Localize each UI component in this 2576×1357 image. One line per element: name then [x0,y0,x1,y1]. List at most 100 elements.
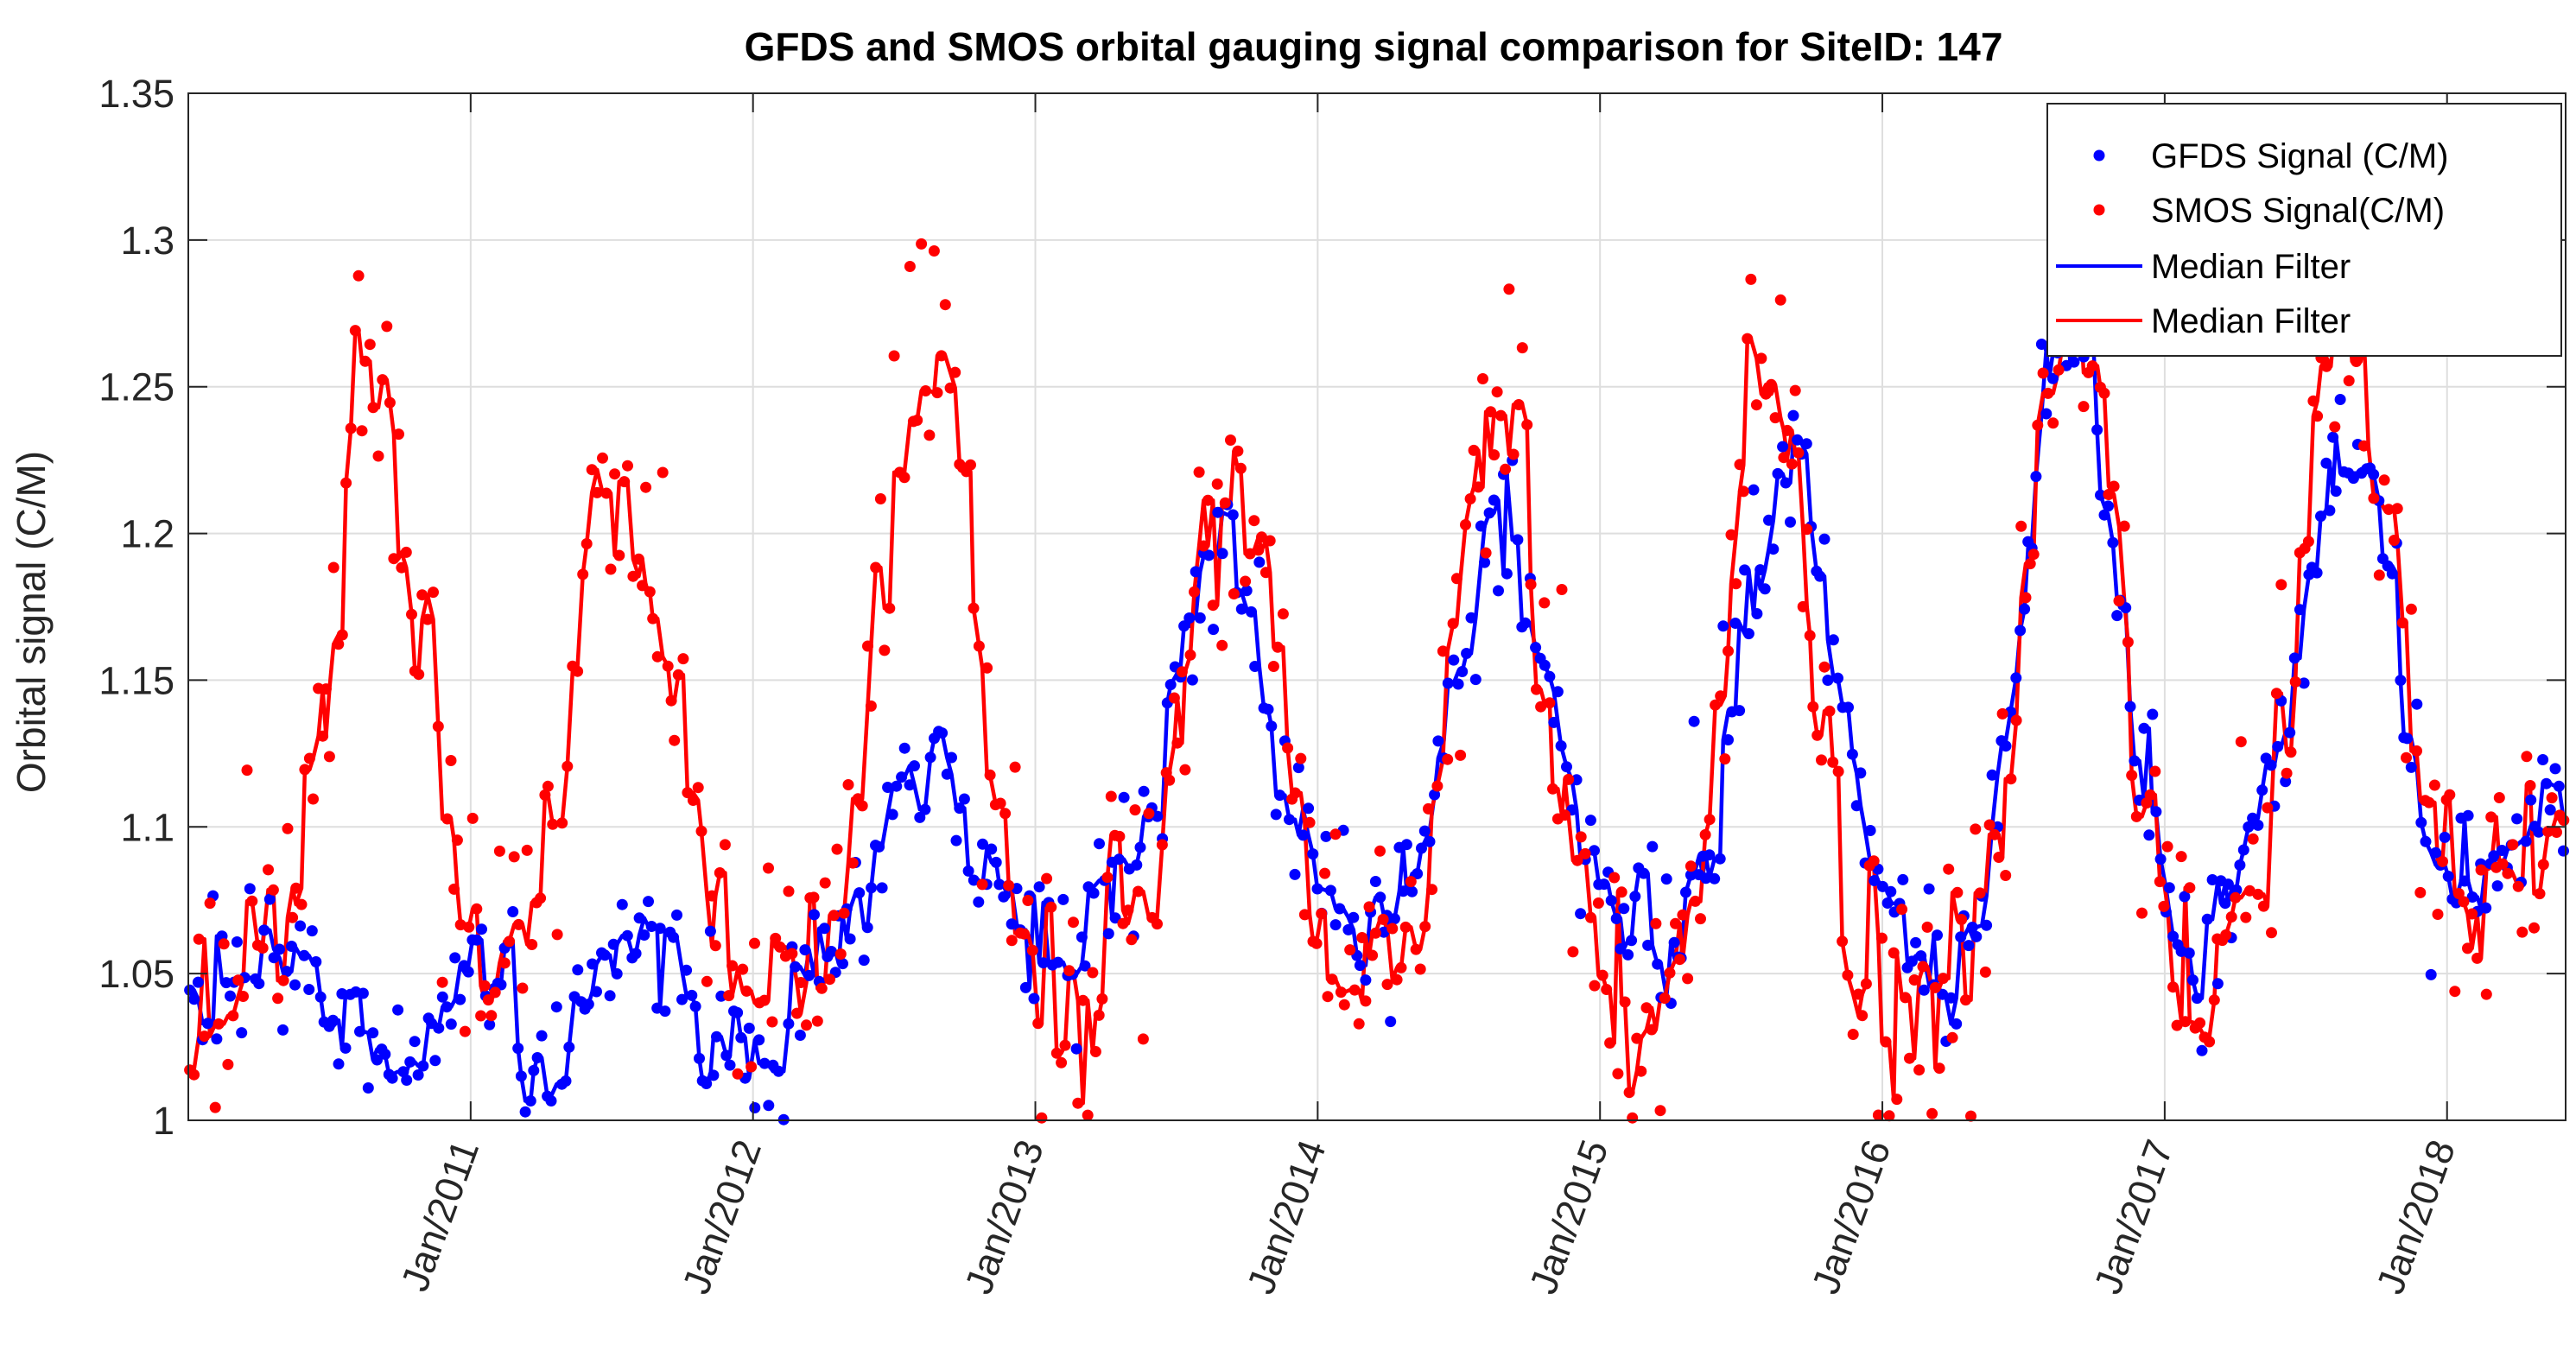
gfds-signal-point [1374,891,1386,904]
gfds-signal-point [192,976,204,988]
smos-signal-point [340,477,352,489]
gfds-signal-point [1178,620,1190,632]
smos-signal-point [1781,424,1793,436]
gfds-signal-point [1668,936,1680,948]
smos-signal-point [526,939,538,950]
smos-signal-point [367,402,379,414]
smos-signal-point [199,1030,211,1043]
gfds-signal-point [2111,610,2123,622]
smos-signal-point [1525,579,1537,591]
x-tick-label: Jan/2018 [2368,1134,2464,1299]
smos-signal-point [586,464,598,476]
gfds-signal-point [2206,874,2218,885]
gfds-signal-point [986,843,998,855]
gfds-signal-point [1818,533,1830,545]
x-tick-label: Jan/2017 [2085,1134,2181,1299]
gfds-signal-point [2311,567,2323,579]
gfds-signal-point [1685,869,1697,881]
gfds-signal-point [2541,777,2553,789]
gfds-signal-point [2196,1044,2208,1056]
gfds-signal-point [763,1100,775,1112]
smos-signal-point [1760,388,1772,400]
gfds-signal-point [853,887,866,899]
gfds-signal-point [1598,878,1610,891]
smos-signal-point [1485,406,1497,418]
smos-signal-point [1521,419,1533,431]
gfds-signal-point [1561,761,1572,773]
smos-signal-point [1006,935,1018,947]
smos-signal-point [939,299,951,311]
gfds-signal-point [1906,955,1918,967]
smos-signal-point [204,897,216,910]
gfds-signal-point [818,923,830,935]
smos-signal-point [1114,830,1126,842]
gfds-signal-point [404,1056,416,1068]
smos-signal-point [349,325,361,337]
smos-signal-point [1414,963,1426,975]
smos-signal-point [1567,946,1579,958]
gfds-signal-point [429,1055,441,1067]
gfds-signal-point [866,882,878,894]
gfds-signal-point [1424,835,1436,847]
smos-signal-point-group [184,160,2570,1124]
smos-signal-point [949,366,961,378]
smos-signal-point [709,940,721,952]
gfds-signal-point [645,921,657,932]
gfds-signal-point [621,929,633,942]
smos-signal-point [232,974,244,986]
gfds-signal-point [2525,794,2537,806]
y-tick-label: 1.1 [120,805,174,849]
gfds-signal-point [1456,666,1469,677]
smos-signal-point [2010,714,2022,726]
gfds-signal-point [436,991,448,1003]
smos-signal-point [1207,599,1219,612]
smos-signal-point [1356,932,1368,943]
smos-signal-point [2262,802,2274,814]
gfds-signal-point [630,948,642,960]
gfds-signal-point [2488,850,2500,862]
smos-signal-point [1442,753,1454,765]
smos-signal-point [2240,911,2252,923]
smos-signal-point [2126,770,2138,782]
smos-signal-point [2167,981,2179,993]
smos-signal-point [701,975,713,987]
smos-signal-point [795,977,807,988]
smos-signal-point [1926,1107,1938,1119]
gfds-signal-point [519,1106,531,1118]
smos-signal-point [968,602,980,614]
gfds-signal-point [973,896,985,908]
gfds-signal-point [707,1069,720,1081]
smos-signal-point [1575,831,1587,843]
gfds-signal-point [1763,514,1774,526]
gfds-signal-point [2219,897,2231,910]
gfds-signal-point [303,984,315,995]
smos-signal-point [1640,1002,1653,1014]
gfds-signal-point [339,1042,352,1054]
smos-signal-point [2537,859,2549,871]
smos-signal-point [1507,448,1520,460]
smos-signal-point [695,825,707,837]
gfds-signal-point [668,931,680,943]
plot-frame [187,92,2566,1121]
gfds-signal-point [2347,472,2359,485]
smos-signal-point [1171,737,1183,749]
gfds-signal-point [1618,903,1630,915]
smos-signal-point [1216,639,1228,651]
smos-signal-point [1282,742,1294,754]
smos-signal-point [2118,520,2130,532]
gfds-signal-point [2222,878,2234,891]
gfds-signal-point [686,989,698,1001]
gfds-signal-point [1079,960,1091,972]
gfds-signal-point [1284,814,1295,826]
smos-signal-point [517,982,529,994]
smos-signal-point [808,891,820,904]
gfds-signal-point [1512,534,1524,546]
smos-signal-point [1059,1039,1071,1051]
smos-signal-point [388,553,400,565]
smos-signal-point [2480,988,2492,1000]
smos-signal-point [682,787,694,799]
smos-signal-point [1670,917,1681,929]
gfds-signal-point [412,1069,424,1081]
smos-signal-point [904,261,916,272]
gfds-signal-point [2558,845,2569,857]
